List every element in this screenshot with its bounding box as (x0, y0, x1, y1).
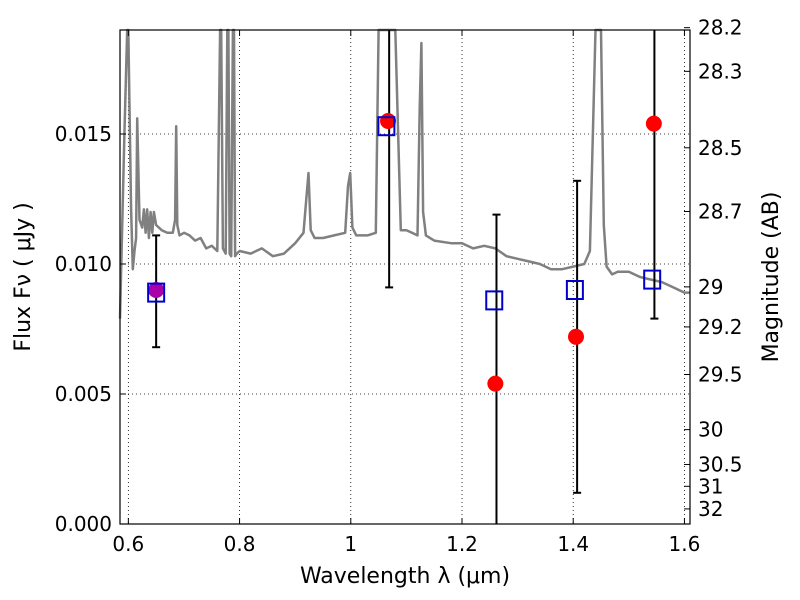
plot-frame (119, 29, 691, 525)
right-tick-label: 28.2 (698, 16, 743, 40)
y-tick-label: 0.015 (55, 122, 112, 146)
right-tick-label: 30 (698, 418, 723, 442)
data-point-circle (487, 375, 504, 392)
y-axis-label: Flux Fν ( μJy ) (11, 202, 36, 351)
y-tick-label: 0.000 (55, 512, 112, 536)
right-tick-label: 29.2 (698, 315, 743, 339)
x-axis-ticks: 0.6 0.8 1 1.2 1.4 1.6 (112, 30, 700, 556)
spectrum-line (118, 28, 690, 319)
data-point-square (147, 282, 166, 303)
y-axis-ticks: 0.000 0.005 0.010 0.015 (55, 122, 126, 536)
right-tick-label: 30.5 (698, 452, 743, 476)
right-tick-label: 32 (698, 497, 723, 521)
grid-lines (120, 30, 690, 525)
data-point-square (377, 116, 396, 137)
x-tick-label: 0.6 (112, 532, 144, 556)
x-tick-label: 1.6 (669, 532, 701, 556)
x-tick-label: 0.8 (224, 532, 256, 556)
y-tick-label: 0.010 (55, 252, 112, 276)
data-markers (147, 113, 662, 392)
model-spectrum (118, 28, 690, 319)
right-tick-label: 31 (698, 474, 723, 498)
right-tick-label: 28.3 (698, 59, 743, 83)
right-tick-label: 29 (698, 275, 723, 299)
data-point-square (643, 269, 662, 290)
data-point-circle (568, 328, 584, 345)
data-point-circle (148, 282, 165, 298)
data-point-square (565, 280, 584, 300)
right-axis-label: Magnitude (AB) (759, 192, 784, 363)
right-tick-label: 29.5 (698, 363, 743, 387)
x-tick-label: 1.2 (446, 532, 478, 556)
x-tick-label: 1.4 (557, 532, 589, 556)
x-axis-label: Wavelength λ (μm) (300, 564, 510, 589)
data-point-circle (645, 115, 662, 132)
data-point-square (485, 290, 504, 311)
y-tick-label: 0.005 (55, 382, 112, 406)
x-tick-label: 1 (344, 532, 357, 556)
right-tick-label: 28.5 (698, 136, 743, 160)
right-tick-label: 28.7 (698, 199, 743, 223)
